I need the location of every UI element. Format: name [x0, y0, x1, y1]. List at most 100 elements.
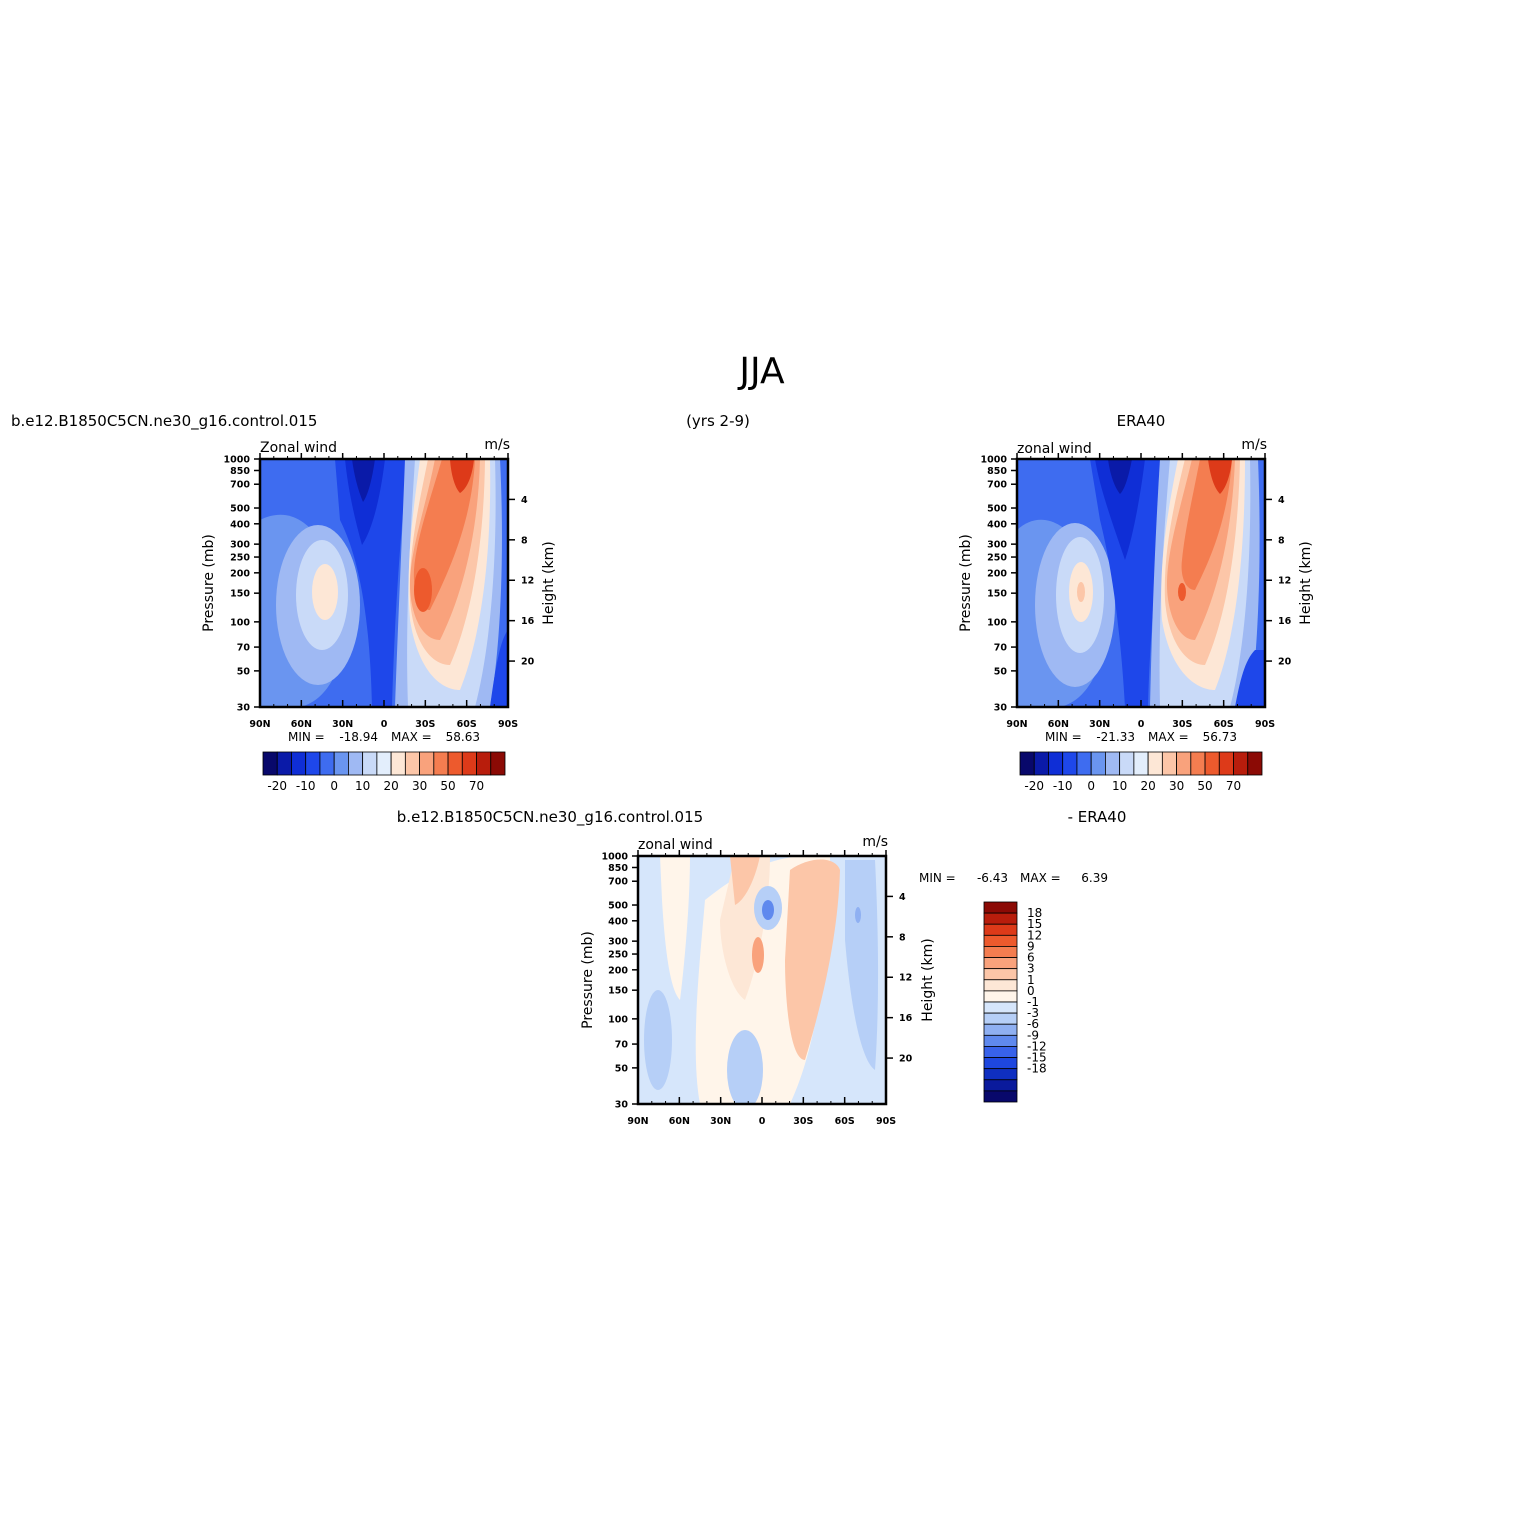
- diff-pos-band-3: [730, 856, 760, 905]
- colorbar-swatch: [490, 751, 506, 776]
- figure-title: JJA: [737, 351, 785, 392]
- y-tick-label: 300: [230, 540, 250, 551]
- obs-panel-units: m/s: [1241, 437, 1267, 453]
- y-tick-label: 250: [987, 553, 1007, 564]
- y-tick-label: 200: [230, 568, 250, 579]
- colorbar-swatch: [983, 957, 1018, 970]
- colorbar-swatch: [1190, 751, 1206, 776]
- obs-min-value: -21.33: [1096, 730, 1135, 744]
- y-tick-label: 50: [615, 1063, 629, 1074]
- colorbar-swatch: [461, 751, 477, 776]
- diff-case-header: b.e12.B1850C5CN.ne30_g16.control.015: [397, 808, 703, 827]
- obs-name-header: ERA40: [1117, 412, 1166, 430]
- model-ylabel: Pressure (mb): [201, 534, 217, 632]
- colorbar-swatch: [333, 751, 349, 776]
- colorbar-swatch: [404, 751, 420, 776]
- obs-panel-title: zonal wind: [1017, 441, 1092, 457]
- x-tick-label: 0: [381, 719, 388, 730]
- model-southern-jet-3: [413, 459, 475, 610]
- y2-tick-label: 16: [899, 1013, 913, 1024]
- y-tick-label: 70: [615, 1040, 629, 1051]
- colorbar-label: -18: [1027, 1062, 1047, 1076]
- colorbar-swatch: [983, 1012, 1018, 1025]
- x-tick-label: 30N: [710, 1116, 731, 1127]
- colorbar-label: 50: [440, 779, 455, 793]
- colorbar-swatch: [376, 751, 392, 776]
- model-max-value: 58.63: [446, 730, 480, 744]
- colorbar-label: 10: [355, 779, 370, 793]
- y2-tick-label: 8: [1278, 535, 1285, 546]
- colorbar-swatch: [983, 1090, 1018, 1103]
- y-tick-label: 30: [237, 703, 251, 714]
- y-tick-label: 1000: [224, 455, 251, 466]
- colorbar-swatch: [983, 901, 1018, 914]
- colorbar-label: 3: [1027, 962, 1035, 976]
- y-tick-label: 70: [237, 643, 251, 654]
- x-tick-label: 90S: [1255, 719, 1275, 730]
- colorbar-swatch: [433, 751, 449, 776]
- y2-tick-label: 8: [521, 535, 528, 546]
- obs-easterly-core: [1095, 459, 1145, 560]
- years-header: (yrs 2-9): [686, 412, 750, 430]
- obs-polar-surface: [1235, 650, 1265, 707]
- colorbar-swatch: [1033, 751, 1049, 776]
- model-ticks: 90N 60N 30N 0 30S 60S 90S 30 50 70 100 150 200 250 300…: [224, 453, 535, 730]
- y-tick-label: 30: [994, 703, 1008, 714]
- x-tick-label: 0: [759, 1116, 766, 1127]
- y-tick-label: 100: [987, 617, 1007, 628]
- colorbar-swatch: [1105, 751, 1121, 776]
- y2-tick-label: 12: [899, 973, 912, 984]
- colorbar-swatch: [1233, 751, 1249, 776]
- obs-y2label: Height (km): [1298, 541, 1314, 624]
- x-tick-label: 90S: [876, 1116, 896, 1127]
- y-tick-label: 400: [608, 916, 628, 927]
- x-tick-label: 30S: [1172, 719, 1192, 730]
- colorbar-swatch: [1048, 751, 1064, 776]
- colorbar-swatch: [983, 1001, 1018, 1014]
- model-panel-title: Zonal wind: [260, 440, 337, 456]
- x-tick-label: 60S: [457, 719, 477, 730]
- obs-easterly-max: [1108, 459, 1132, 494]
- diff-neg-band-surface: [727, 1030, 763, 1104]
- y-tick-label: 500: [987, 504, 1007, 515]
- model-min-label: MIN =: [288, 730, 325, 744]
- model-colorbar: -20 -10 0 10 20 30 50 70: [262, 751, 506, 793]
- x-tick-label: 60N: [669, 1116, 690, 1127]
- colorbar-label: 12: [1027, 928, 1042, 942]
- diff-ylabel: Pressure (mb): [580, 931, 596, 1029]
- colorbar-label: 1: [1027, 973, 1035, 987]
- x-tick-label: 0: [1138, 719, 1145, 730]
- colorbar-label: -12: [1027, 1039, 1047, 1053]
- colorbar-swatch: [305, 751, 321, 776]
- diff-pos-spot: [752, 937, 764, 973]
- colorbar-swatch: [983, 946, 1018, 958]
- colorbar-swatch: [983, 968, 1018, 981]
- model-min-value: -18.94: [339, 730, 378, 744]
- y2-tick-label: 4: [899, 892, 906, 903]
- colorbar-swatch: [983, 1057, 1018, 1070]
- diff-min-label: MIN =: [919, 871, 956, 885]
- colorbar-swatch: [983, 1023, 1018, 1036]
- colorbar-swatch: [983, 1079, 1018, 1092]
- diff-pos-band-west: [660, 856, 690, 1000]
- diff-max-value: 6.39: [1081, 871, 1108, 885]
- obs-panel: zonal wind m/s 90N 60N 30N 0 30S 60S 90S 30 50 70…: [958, 437, 1314, 793]
- x-tick-label: 60N: [291, 719, 312, 730]
- colorbar-label: -15: [1027, 1051, 1047, 1065]
- y2-tick-label: 4: [521, 495, 528, 506]
- diff-y2label: Height (km): [920, 938, 936, 1021]
- y-tick-label: 100: [230, 617, 250, 628]
- colorbar-label: 70: [469, 779, 484, 793]
- colorbar-swatch: [476, 751, 492, 776]
- x-tick-label: 90N: [249, 719, 270, 730]
- colorbar-swatch: [983, 934, 1018, 947]
- colorbar-swatch: [1019, 751, 1035, 776]
- colorbar-swatch: [1176, 751, 1192, 776]
- y-tick-label: 150: [230, 589, 250, 600]
- x-tick-label: 90N: [627, 1116, 648, 1127]
- colorbar-label: 50: [1197, 779, 1212, 793]
- x-tick-label: 90N: [1006, 719, 1027, 730]
- y2-tick-label: 4: [1278, 495, 1285, 506]
- colorbar-swatch: [983, 923, 1018, 936]
